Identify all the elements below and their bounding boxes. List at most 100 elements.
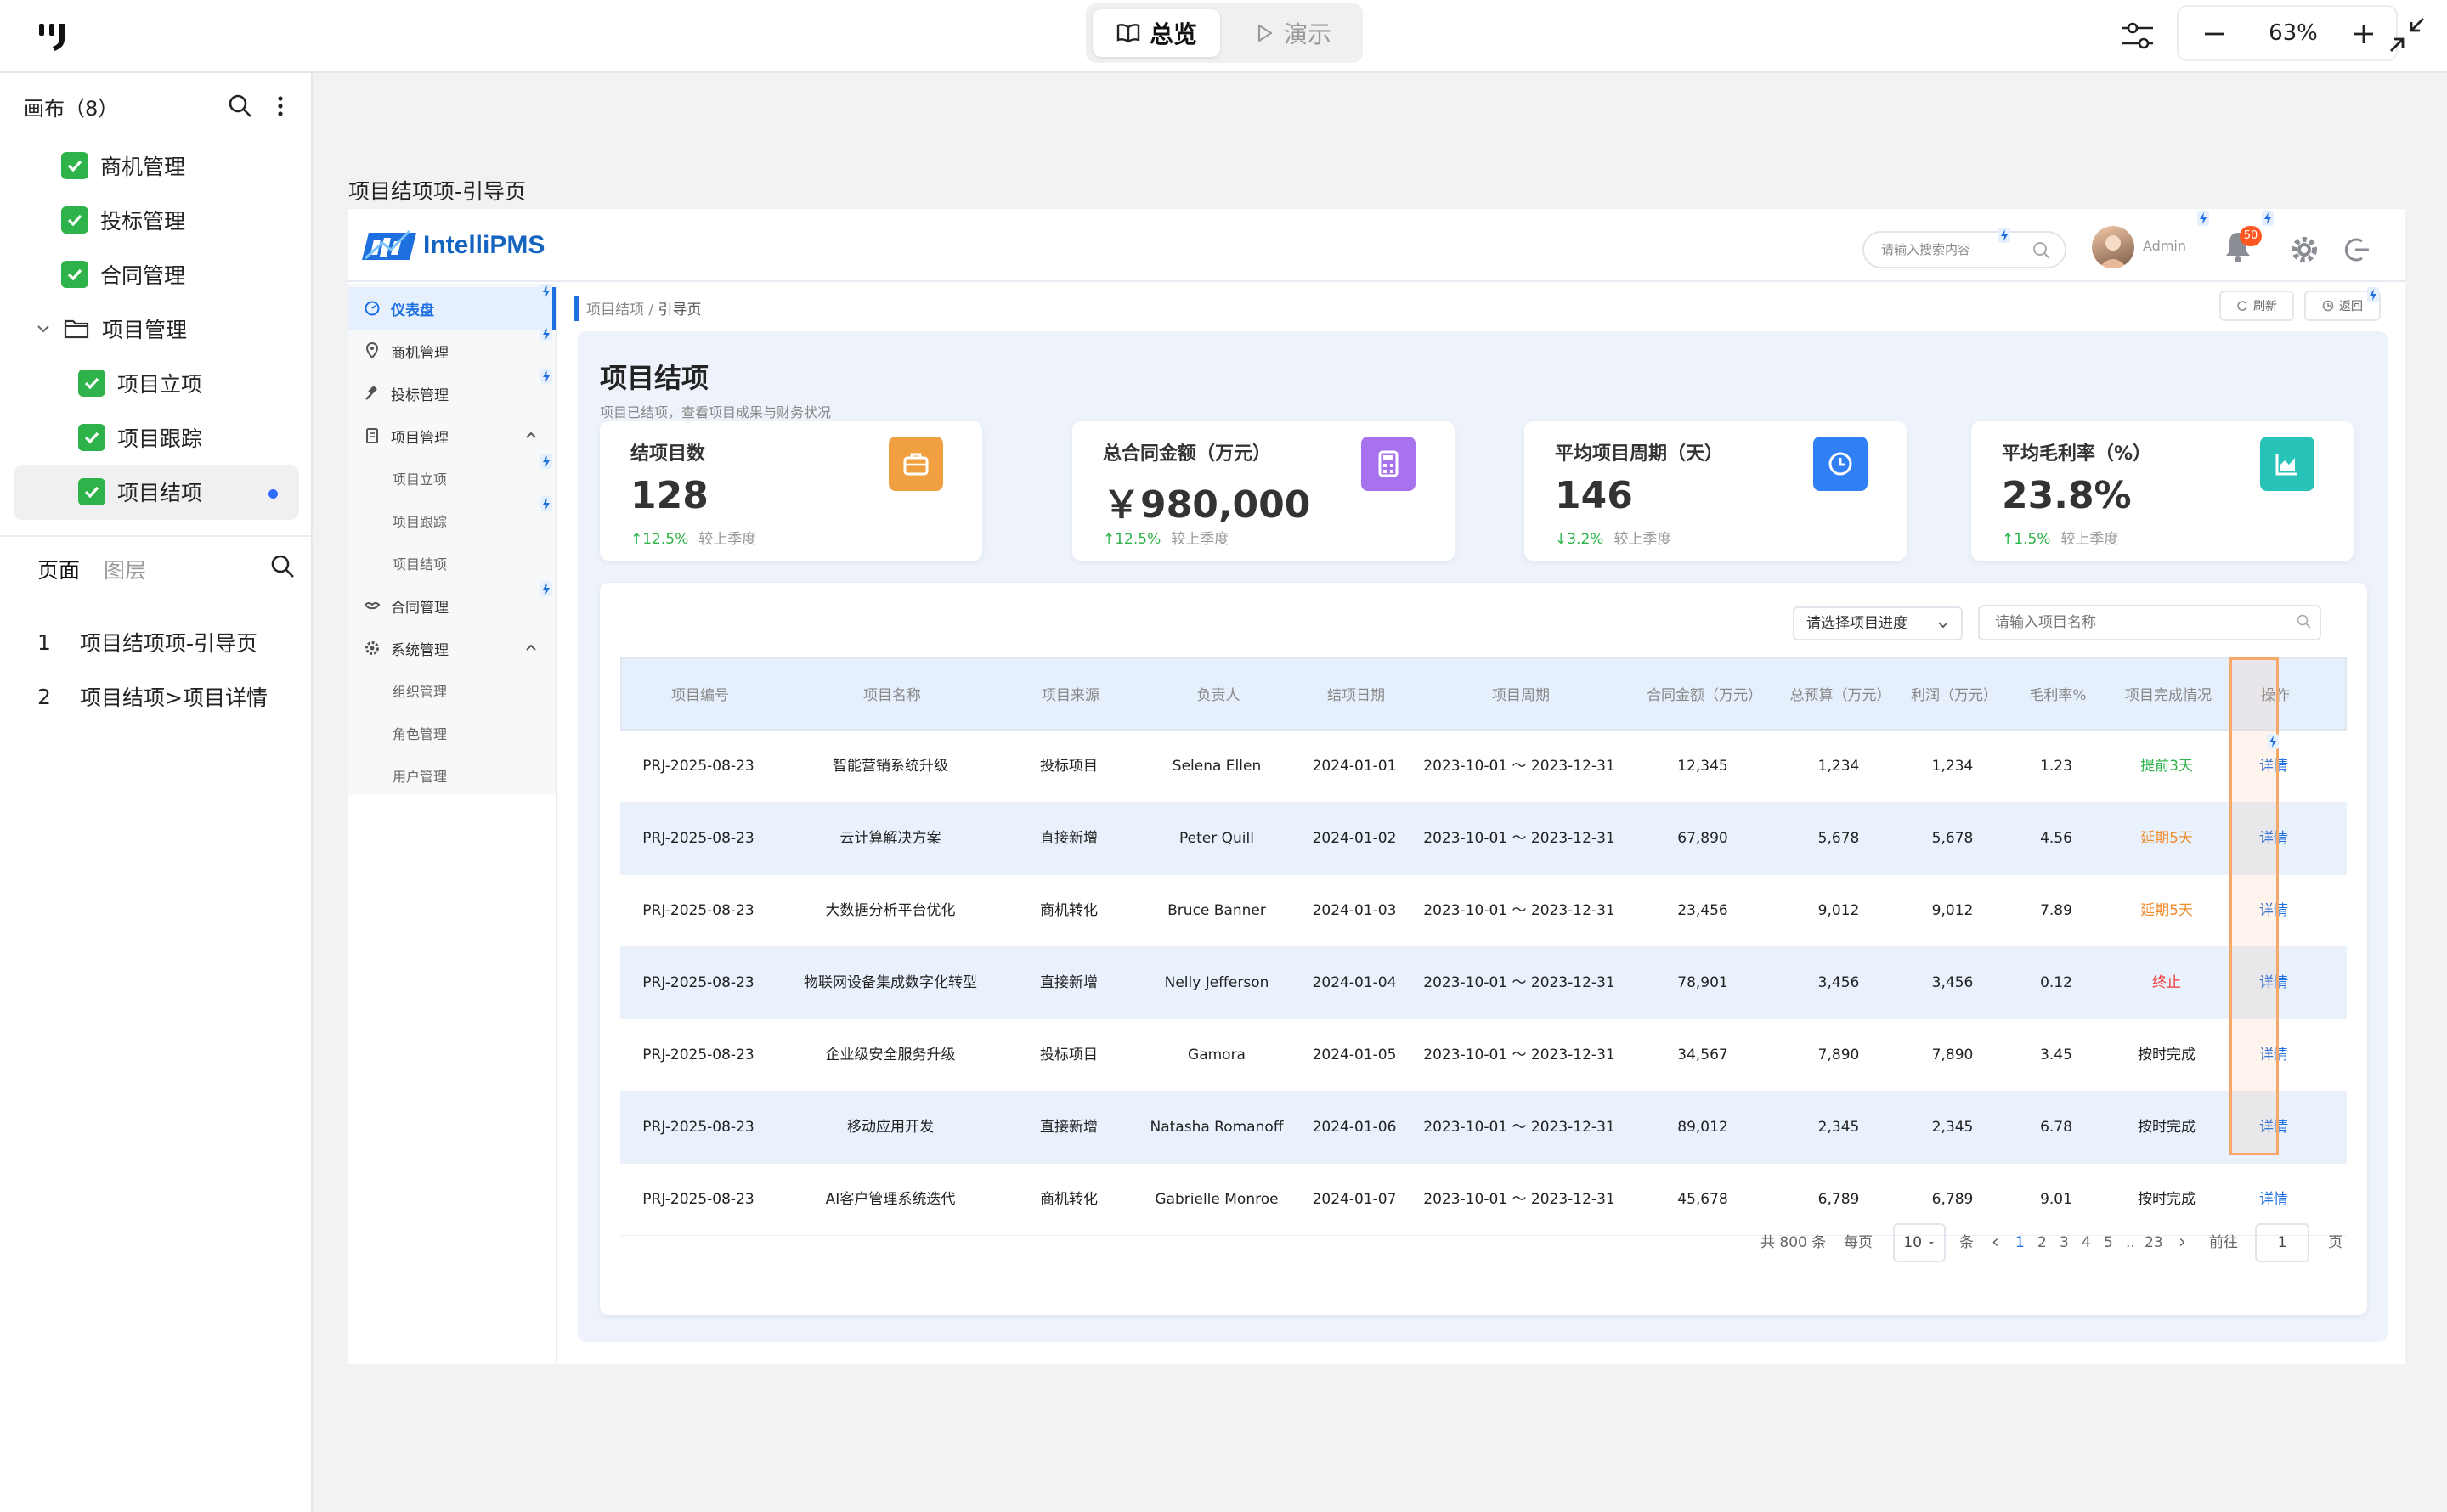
tree-folder-project[interactable]: 项目管理 xyxy=(34,304,187,353)
tree-item-opportunity[interactable]: 商机管理 xyxy=(61,141,185,190)
tree-item-project-tracking[interactable]: 项目跟踪 xyxy=(78,413,202,462)
page-item[interactable]: 1 项目结项项-引导页 xyxy=(37,625,257,659)
cell-detail-link[interactable]: 详情 xyxy=(2259,902,2288,919)
cell-detail-link[interactable]: 详情 xyxy=(2259,758,2288,775)
tree-item-contract[interactable]: 合同管理 xyxy=(61,250,185,299)
zoom-out-button[interactable] xyxy=(2196,15,2233,53)
cell-detail-link[interactable]: 详情 xyxy=(2259,1191,2288,1208)
tree-item-label: 项目管理 xyxy=(102,318,188,342)
project-table-card: 请选择项目进度 项目编号 项目名称 项目来源 负责人 结项日期 项目周期 合同金… xyxy=(600,583,2367,1315)
search-icon[interactable] xyxy=(226,92,255,121)
nav-bidding[interactable]: 投标管理 xyxy=(348,372,556,415)
nav-sub-roles[interactable]: 角色管理 xyxy=(393,726,448,742)
cell-period: 2023-10-01 ～ 2023-12-31 xyxy=(1423,1119,1615,1136)
nav-sub-users[interactable]: 用户管理 xyxy=(393,769,448,785)
goto-page-input[interactable]: 1 xyxy=(2255,1223,2309,1262)
cell-contract-amount: 12,345 xyxy=(1677,758,1728,775)
user-avatar[interactable] xyxy=(2092,226,2134,268)
page-button-1[interactable]: 1 xyxy=(2015,1234,2025,1251)
cell-close-date: 2024-01-01 xyxy=(1312,758,1397,775)
collapse-icon[interactable] xyxy=(2386,14,2428,56)
app-sidenav: 仪表盘 商机管理 投标管理 项目管理 项目立项 项目跟踪 项目结项 合同管理 系… xyxy=(348,284,557,1364)
stat-value: 23.8% xyxy=(2002,474,2132,517)
table-row: PRJ-2025-08-23 大数据分析平台优化 商机转化 Bruce Banner 2… xyxy=(620,875,2347,947)
interaction-bolt-icon xyxy=(2367,287,2379,302)
interaction-bolt-icon xyxy=(1998,228,2010,243)
next-page-button[interactable]: › xyxy=(2179,1232,2186,1253)
zoom-level[interactable]: 63% xyxy=(2269,20,2318,46)
nav-opportunity[interactable]: 商机管理 xyxy=(348,330,556,372)
interaction-bolt-icon xyxy=(540,284,552,299)
page-ellipsis: .. xyxy=(2126,1234,2135,1251)
tree-item-bidding[interactable]: 投标管理 xyxy=(61,195,185,245)
tree-item-project-closure[interactable]: 项目结项 xyxy=(78,467,202,516)
search-icon[interactable] xyxy=(2296,613,2313,630)
tab-layers[interactable]: 图层 xyxy=(104,558,147,583)
cell-detail-link[interactable]: 详情 xyxy=(2259,1047,2288,1063)
per-page-select[interactable]: 10 xyxy=(1893,1223,1946,1262)
cell-project-id: PRJ-2025-08-23 xyxy=(642,902,754,919)
tab-pages[interactable]: 页面 xyxy=(37,558,81,583)
trend-compare: 较上季度 xyxy=(2060,531,2119,548)
nav-contract[interactable]: 合同管理 xyxy=(348,584,556,627)
zoom-in-button[interactable] xyxy=(2345,15,2382,53)
handshake-icon xyxy=(364,602,381,610)
dashboard-icon xyxy=(365,301,380,316)
cell-detail-link[interactable]: 详情 xyxy=(2259,1119,2288,1136)
breadcrumb-parent[interactable]: 项目结项 xyxy=(586,302,644,319)
cell-close-date: 2024-01-05 xyxy=(1312,1047,1397,1063)
cell-margin: 7.89 xyxy=(2040,902,2072,919)
gear-icon[interactable] xyxy=(2289,234,2320,265)
nav-project-management[interactable]: 项目管理 xyxy=(348,415,556,457)
tree-item-project-initiation[interactable]: 项目立项 xyxy=(78,358,202,408)
more-vertical-icon[interactable] xyxy=(270,92,291,121)
nav-label: 仪表盘 xyxy=(391,302,434,319)
gear-icon xyxy=(365,641,379,655)
progress-filter-select[interactable]: 请选择项目进度 xyxy=(1793,606,1963,640)
nav-sub-organization[interactable]: 组织管理 xyxy=(393,684,448,700)
location-pin-icon xyxy=(365,342,379,359)
nav-system[interactable]: 系统管理 xyxy=(348,627,556,669)
clock-back-icon xyxy=(2322,300,2334,312)
present-mode-button[interactable]: 演示 xyxy=(1229,9,1356,57)
nav-sub-project-closure[interactable]: 项目结项 xyxy=(393,556,448,573)
chevron-down-icon[interactable] xyxy=(34,319,53,338)
breadcrumb-accent xyxy=(574,296,579,321)
cell-detail-link[interactable]: 详情 xyxy=(2259,830,2288,847)
prev-page-button[interactable]: ‹ xyxy=(1992,1232,1999,1253)
project-name-search-input[interactable] xyxy=(1978,605,2321,640)
cell-profit: 5,678 xyxy=(1931,830,1974,847)
cell-owner: Peter Quill xyxy=(1179,830,1254,847)
page-number: 2 xyxy=(37,684,51,709)
page-item[interactable]: 2 项目结项>项目详情 xyxy=(37,680,268,714)
page-button-3[interactable]: 3 xyxy=(2060,1234,2069,1251)
page-button-4[interactable]: 4 xyxy=(2082,1234,2091,1251)
cell-owner: Natasha Romanoff xyxy=(1150,1119,1284,1136)
page-button-last[interactable]: 23 xyxy=(2145,1234,2163,1251)
global-search-input[interactable]: 请输入搜索内容 xyxy=(1862,231,2066,268)
nav-sub-project-tracking[interactable]: 项目跟踪 xyxy=(393,514,448,530)
tree-item-label: 项目结项 xyxy=(117,481,203,505)
logout-icon[interactable] xyxy=(2342,234,2372,265)
page-button-2[interactable]: 2 xyxy=(2037,1234,2047,1251)
back-button[interactable]: 返回 xyxy=(2304,291,2381,321)
nav-dashboard[interactable]: 仪表盘 xyxy=(348,287,556,330)
nav-sub-project-initiation[interactable]: 项目立项 xyxy=(393,471,448,488)
cell-detail-link[interactable]: 详情 xyxy=(2259,974,2288,991)
app-logo-icon[interactable] xyxy=(34,15,76,58)
search-icon[interactable] xyxy=(2031,240,2053,262)
overview-mode-button[interactable]: 总览 xyxy=(1093,9,1220,57)
refresh-button[interactable]: 刷新 xyxy=(2219,291,2294,321)
search-icon[interactable] xyxy=(268,552,297,581)
artboard[interactable]: IntelliPMS 请输入搜索内容 Admin 50 仪表盘 商机管理 xyxy=(348,209,2405,1364)
stat-value: 128 xyxy=(630,474,709,517)
zoom-control: 63% xyxy=(2177,5,2398,61)
user-name[interactable]: Admin xyxy=(2143,238,2186,254)
settings-sliders-icon[interactable] xyxy=(2116,14,2160,58)
cell-margin: 0.12 xyxy=(2040,974,2072,991)
cell-status: 按时完成 xyxy=(2138,1047,2196,1063)
artboard-title: 项目结项项-引导页 xyxy=(348,179,527,204)
folder-icon xyxy=(64,319,89,339)
table-row: PRJ-2025-08-23 物联网设备集成数字化转型 直接新增 Nelly Jeff… xyxy=(620,947,2347,1019)
page-button-5[interactable]: 5 xyxy=(2104,1234,2113,1251)
